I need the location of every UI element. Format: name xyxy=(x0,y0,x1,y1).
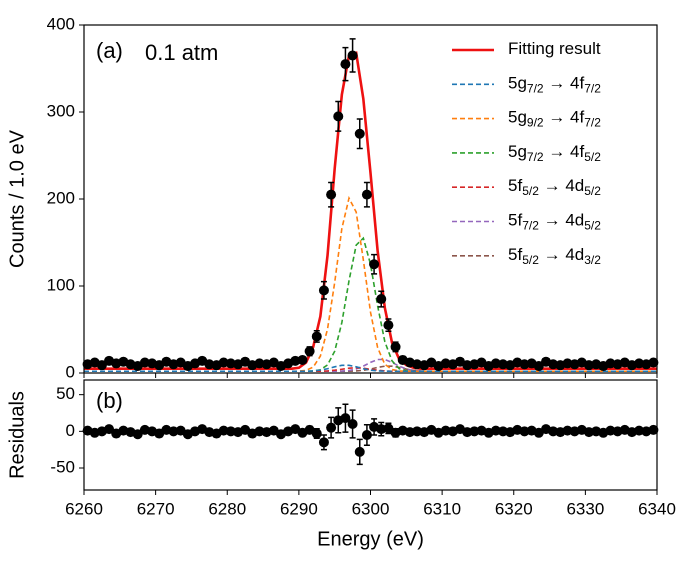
data-point xyxy=(340,413,351,424)
data-point xyxy=(333,111,344,122)
legend-label: 5f5/2 → 4d5/2 xyxy=(508,177,601,199)
plot-frame xyxy=(83,24,658,374)
data-point xyxy=(354,446,365,457)
data-point xyxy=(326,189,337,200)
data-point xyxy=(347,419,358,429)
data-point xyxy=(96,360,107,371)
data-point xyxy=(318,437,329,448)
x-tick-label: 6320 xyxy=(495,499,533,518)
annotation: 0.1 atm xyxy=(145,40,218,65)
y-tick-label: 0 xyxy=(66,362,75,381)
x-tick-label: 6270 xyxy=(137,499,175,518)
data-point xyxy=(318,285,329,296)
data-point xyxy=(340,59,351,70)
legend-label: 5g7/2 → 4f7/2 xyxy=(508,74,601,96)
data-point xyxy=(533,361,544,372)
y-tick-label: 200 xyxy=(47,188,75,207)
x-tick-label: 6290 xyxy=(280,499,318,518)
legend-label: 5f5/2 → 4d3/2 xyxy=(508,245,601,267)
x-tick-label: 6260 xyxy=(65,499,103,518)
x-tick-label: 6310 xyxy=(423,499,461,518)
data-point xyxy=(132,429,143,440)
data-point xyxy=(297,354,308,365)
data-point xyxy=(311,428,322,439)
data-point xyxy=(347,50,358,61)
legend-label: 5f7/2 → 4d5/2 xyxy=(508,211,601,233)
data-point xyxy=(648,357,659,368)
x-tick-label: 6280 xyxy=(208,499,246,518)
data-point xyxy=(648,424,659,435)
data-point xyxy=(376,294,387,305)
y-axis-label: Residuals xyxy=(6,391,28,479)
x-tick-label: 6300 xyxy=(352,499,390,518)
data-point xyxy=(361,189,372,200)
data-point xyxy=(390,341,401,352)
data-point xyxy=(326,422,337,433)
y-axis-label: Counts / 1.0 eV xyxy=(6,129,28,268)
legend-label: 5g7/2 → 4f5/2 xyxy=(508,142,601,164)
data-point xyxy=(369,259,380,270)
data-point xyxy=(383,320,394,331)
data-point xyxy=(104,424,115,435)
y-tick-label: 100 xyxy=(47,275,75,294)
legend-label: 5g9/2 → 4f7/2 xyxy=(508,108,601,130)
data-point xyxy=(361,430,372,440)
data-point xyxy=(304,346,315,357)
x-tick-label: 6330 xyxy=(566,499,604,518)
y-tick-label: 400 xyxy=(47,14,75,33)
legend-label: Fitting result xyxy=(508,39,601,58)
data-point xyxy=(354,128,365,139)
y-tick-label: -50 xyxy=(50,457,75,476)
y-tick-label: 300 xyxy=(47,101,75,120)
y-tick-label: 0 xyxy=(66,421,75,440)
x-tick-label: 6340 xyxy=(638,499,676,518)
data-point xyxy=(383,423,394,434)
x-axis-label: Energy (eV) xyxy=(317,528,424,550)
plot-frame xyxy=(83,379,658,491)
y-tick-label: 50 xyxy=(56,384,75,403)
fit-curve xyxy=(84,364,657,373)
data-point xyxy=(311,331,322,342)
annotation: (b) xyxy=(96,388,123,413)
annotation: (a) xyxy=(96,38,123,63)
